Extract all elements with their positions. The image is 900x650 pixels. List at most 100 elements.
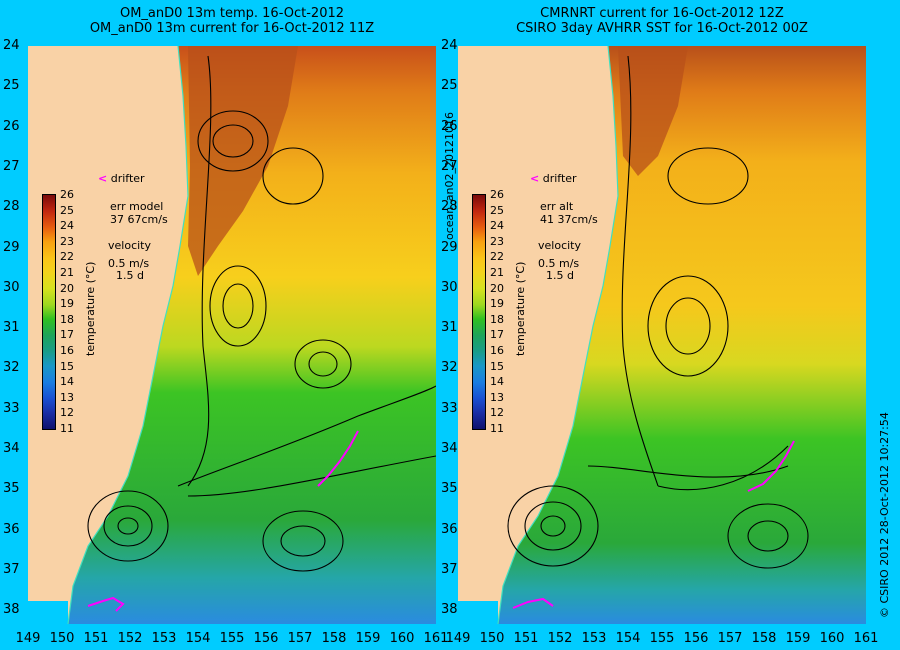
colorbar bbox=[42, 194, 56, 430]
colorbar-tick-label: 20 bbox=[490, 281, 504, 295]
sea-temperature-field bbox=[498, 46, 866, 624]
current-streamlines bbox=[507, 55, 809, 569]
y-axis-label: 38 bbox=[441, 602, 458, 618]
colorbar-tick-label: 14 bbox=[60, 375, 74, 389]
colorbar-tick-label: 15 bbox=[60, 359, 74, 373]
left-map-svg bbox=[28, 46, 436, 624]
x-axis-label: 159 bbox=[355, 631, 381, 646]
colorbar-tick-label: 13 bbox=[60, 390, 74, 404]
drifter-marker-icon: < bbox=[98, 172, 108, 185]
colorbar-tick-label: 25 bbox=[60, 203, 74, 217]
right-map-panel[interactable]: temperature (°C) 26 25 24 23 22 21 20 19 18 17 16 1… bbox=[458, 46, 866, 624]
y-axis-label: 25 bbox=[441, 78, 458, 94]
colorbar-tick-label: 15 bbox=[490, 359, 504, 373]
colorbar-tick-label: 21 bbox=[60, 266, 74, 279]
err-legend-line1: err model bbox=[110, 200, 164, 213]
err-legend-line2: 41 37cm/s bbox=[540, 213, 598, 226]
x-axis-label: 157 bbox=[717, 631, 743, 646]
colorbar-tick-label: 11 bbox=[490, 422, 504, 435]
drifter-track-2 bbox=[87, 596, 125, 612]
y-axis-label: 30 bbox=[441, 279, 458, 295]
x-axis-label: 149 bbox=[445, 631, 471, 646]
drifter-track-1 bbox=[317, 430, 359, 487]
x-axis-label: 161 bbox=[853, 631, 879, 646]
x-axis-label: 155 bbox=[649, 631, 675, 646]
colorbar-tick-label: 17 bbox=[60, 328, 74, 342]
y-axis-label: 31 bbox=[3, 320, 20, 336]
y-axis-label: 26 bbox=[441, 118, 458, 134]
y-axis-label: 25 bbox=[3, 78, 20, 94]
velocity-legend-scale: 0.5 m/s bbox=[108, 257, 150, 270]
drifter-track-2 bbox=[512, 597, 554, 609]
err-legend-line2: 37 67cm/s bbox=[110, 213, 168, 226]
y-axis-label: 34 bbox=[441, 441, 458, 456]
x-axis-label: 159 bbox=[785, 631, 811, 646]
x-axis-label: 152 bbox=[117, 631, 143, 646]
drifter-legend: < drifter bbox=[530, 172, 577, 185]
drifter-marker-icon: < bbox=[530, 172, 540, 185]
y-axis-label: 27 bbox=[3, 158, 20, 174]
x-axis-label: 154 bbox=[185, 631, 211, 646]
colorbar-tick-label: 18 bbox=[60, 312, 74, 326]
x-axis-label: 150 bbox=[49, 631, 75, 646]
velocity-legend-title: velocity bbox=[108, 239, 151, 252]
y-axis-label: 32 bbox=[441, 360, 458, 376]
right-panel-title: CMRNRT current for 16-Oct-2012 12Z CSIRO… bbox=[516, 6, 808, 36]
colorbar-tick-label: 23 bbox=[60, 234, 74, 248]
x-axis-label: 158 bbox=[321, 631, 347, 646]
x-axis-label: 157 bbox=[287, 631, 313, 646]
colorbar bbox=[472, 194, 486, 430]
y-axis-label: 28 bbox=[441, 199, 458, 215]
left-map-panel[interactable]: temperature (°C) 26 25 24 23 22 21 20 19 18 17 16 1… bbox=[28, 46, 436, 624]
x-axis-label: 150 bbox=[479, 631, 505, 646]
x-axis-label: 156 bbox=[253, 631, 279, 646]
drifter-legend: < drifter bbox=[98, 172, 145, 185]
y-axis-label: 36 bbox=[441, 521, 458, 537]
y-axis-label: 27 bbox=[441, 158, 458, 174]
x-axis-label: 152 bbox=[547, 631, 573, 646]
y-axis-label: 31 bbox=[441, 320, 458, 336]
x-axis-label: 153 bbox=[151, 631, 177, 646]
colorbar-tick-label: 12 bbox=[60, 406, 74, 420]
y-axis-label: 26 bbox=[3, 118, 20, 134]
y-axis-label: 33 bbox=[441, 400, 458, 416]
y-axis-label: 35 bbox=[441, 481, 458, 497]
y-axis-label: 24 bbox=[441, 38, 458, 53]
y-axis-label: 30 bbox=[3, 279, 20, 295]
current-streamlines bbox=[87, 55, 436, 572]
x-axis-label: 149 bbox=[15, 631, 41, 646]
colorbar-tick-label: 16 bbox=[60, 344, 74, 357]
y-axis-label: 34 bbox=[3, 441, 20, 456]
x-axis-label: 158 bbox=[751, 631, 777, 646]
x-axis-label: 153 bbox=[581, 631, 607, 646]
y-axis-label: 28 bbox=[3, 199, 20, 215]
x-axis-label: 161 bbox=[423, 631, 449, 646]
colorbar-tick-label: 26 bbox=[60, 188, 74, 201]
y-axis-label: 32 bbox=[3, 360, 20, 376]
colorbar-tick-label: 11 bbox=[60, 422, 74, 435]
right-map-svg bbox=[458, 46, 866, 624]
sea-temperature-field bbox=[68, 46, 436, 624]
drifter-track-1 bbox=[747, 440, 795, 492]
colorbar-tick-label: 19 bbox=[490, 297, 504, 311]
warm-core-eddy-patch bbox=[188, 46, 298, 276]
velocity-legend-time: 1.5 d bbox=[116, 269, 144, 282]
colorbar-tick-label: 14 bbox=[490, 375, 504, 389]
sea-bottom-left bbox=[458, 601, 498, 624]
x-axis-label: 160 bbox=[389, 631, 415, 646]
y-axis-label: 35 bbox=[3, 481, 20, 497]
y-axis-label: 36 bbox=[3, 521, 20, 537]
y-axis-label: 37 bbox=[441, 561, 458, 577]
right-side-label: © CSIRO 2012 28-Oct-2012 10:27:54 bbox=[878, 412, 891, 618]
x-axis-label: 151 bbox=[513, 631, 539, 646]
velocity-legend-time: 1.5 d bbox=[546, 269, 574, 282]
drifter-label: drifter bbox=[110, 172, 145, 185]
y-axis-label: 24 bbox=[3, 38, 20, 53]
x-axis-label: 155 bbox=[219, 631, 245, 646]
drifter-label: drifter bbox=[542, 172, 577, 185]
colorbar-tick-label: 23 bbox=[490, 234, 504, 248]
colorbar-tick-label: 13 bbox=[490, 390, 504, 404]
x-axis-label: 160 bbox=[819, 631, 845, 646]
colorbar-tick-label: 17 bbox=[490, 328, 504, 342]
y-axis-label: 29 bbox=[3, 239, 20, 255]
